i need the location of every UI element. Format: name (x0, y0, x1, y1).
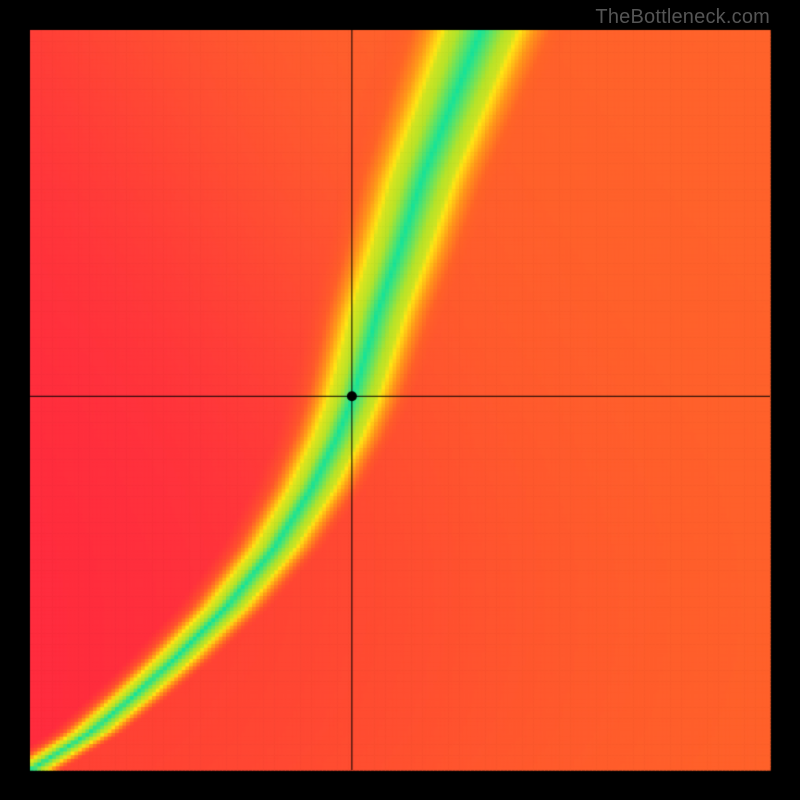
heatmap-canvas (0, 0, 800, 800)
plot-container: TheBottleneck.com (0, 0, 800, 800)
watermark-text: TheBottleneck.com (595, 6, 770, 29)
